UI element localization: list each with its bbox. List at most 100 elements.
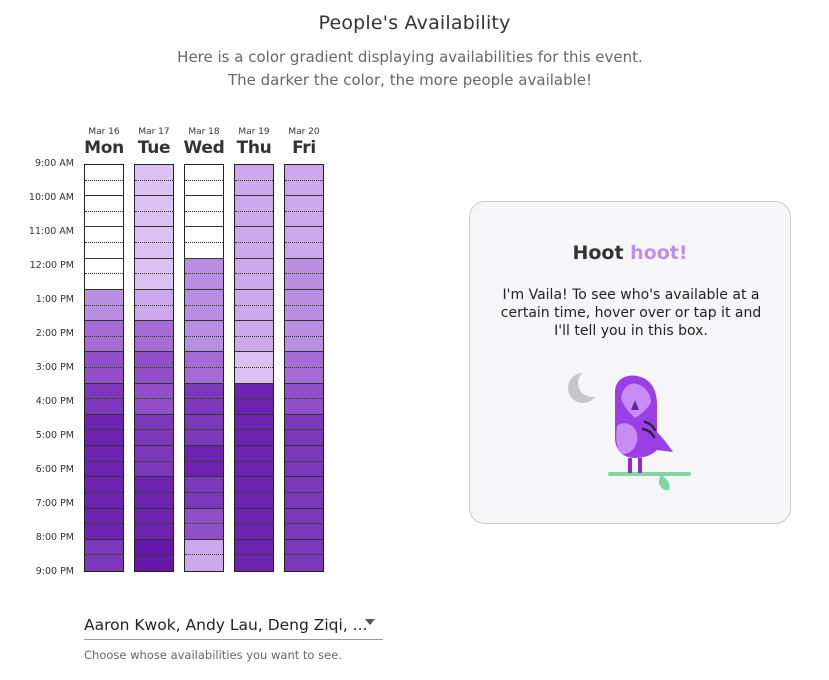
time-slot[interactable] xyxy=(135,352,173,368)
time-slot[interactable] xyxy=(185,384,223,399)
time-slot[interactable] xyxy=(185,196,223,212)
time-slot[interactable] xyxy=(135,399,173,415)
time-slot[interactable] xyxy=(285,477,323,493)
time-slot[interactable] xyxy=(285,306,323,321)
time-slot[interactable] xyxy=(185,165,223,181)
time-slot[interactable] xyxy=(85,462,123,477)
time-slot[interactable] xyxy=(235,321,273,337)
time-slot[interactable] xyxy=(135,306,173,321)
time-slot[interactable] xyxy=(185,259,223,274)
time-slot[interactable] xyxy=(185,227,223,243)
time-slot[interactable] xyxy=(185,493,223,509)
time-slot[interactable] xyxy=(285,321,323,337)
time-slot[interactable] xyxy=(85,446,123,462)
day-column-fri[interactable] xyxy=(284,164,324,572)
time-slot[interactable] xyxy=(85,384,123,399)
time-slot[interactable] xyxy=(285,493,323,509)
time-slot[interactable] xyxy=(135,337,173,352)
time-slot[interactable] xyxy=(85,259,123,274)
time-slot[interactable] xyxy=(85,306,123,321)
time-slot[interactable] xyxy=(285,337,323,352)
time-slot[interactable] xyxy=(235,165,273,181)
time-slot[interactable] xyxy=(85,493,123,509)
time-slot[interactable] xyxy=(285,259,323,274)
time-slot[interactable] xyxy=(85,212,123,227)
time-slot[interactable] xyxy=(285,555,323,571)
time-slot[interactable] xyxy=(235,384,273,399)
time-slot[interactable] xyxy=(235,227,273,243)
time-slot[interactable] xyxy=(185,321,223,337)
time-slot[interactable] xyxy=(285,524,323,540)
time-slot[interactable] xyxy=(85,165,123,181)
time-slot[interactable] xyxy=(185,243,223,259)
time-slot[interactable] xyxy=(235,399,273,415)
time-slot[interactable] xyxy=(185,274,223,290)
time-slot[interactable] xyxy=(285,243,323,259)
time-slot[interactable] xyxy=(285,227,323,243)
time-slot[interactable] xyxy=(135,540,173,555)
time-slot[interactable] xyxy=(285,196,323,212)
time-slot[interactable] xyxy=(285,181,323,196)
time-slot[interactable] xyxy=(185,212,223,227)
time-slot[interactable] xyxy=(235,462,273,477)
time-slot[interactable] xyxy=(85,337,123,352)
time-slot[interactable] xyxy=(85,352,123,368)
time-slot[interactable] xyxy=(235,555,273,571)
time-slot[interactable] xyxy=(185,337,223,352)
time-slot[interactable] xyxy=(185,524,223,540)
time-slot[interactable] xyxy=(185,555,223,571)
time-slot[interactable] xyxy=(185,430,223,446)
time-slot[interactable] xyxy=(185,540,223,555)
time-slot[interactable] xyxy=(135,415,173,430)
time-slot[interactable] xyxy=(235,524,273,540)
day-column-wed[interactable] xyxy=(184,164,224,572)
time-slot[interactable] xyxy=(235,415,273,430)
time-slot[interactable] xyxy=(135,368,173,384)
time-slot[interactable] xyxy=(185,477,223,493)
time-slot[interactable] xyxy=(235,212,273,227)
time-slot[interactable] xyxy=(135,462,173,477)
time-slot[interactable] xyxy=(85,290,123,306)
time-slot[interactable] xyxy=(285,290,323,306)
time-slot[interactable] xyxy=(135,212,173,227)
time-slot[interactable] xyxy=(135,493,173,509)
time-slot[interactable] xyxy=(285,446,323,462)
time-slot[interactable] xyxy=(85,368,123,384)
time-slot[interactable] xyxy=(85,243,123,259)
time-slot[interactable] xyxy=(85,321,123,337)
time-slot[interactable] xyxy=(285,462,323,477)
time-slot[interactable] xyxy=(235,290,273,306)
time-slot[interactable] xyxy=(135,290,173,306)
day-column-mon[interactable] xyxy=(84,164,124,572)
time-slot[interactable] xyxy=(285,274,323,290)
time-slot[interactable] xyxy=(185,509,223,524)
time-slot[interactable] xyxy=(235,430,273,446)
time-slot[interactable] xyxy=(85,415,123,430)
time-slot[interactable] xyxy=(185,368,223,384)
time-slot[interactable] xyxy=(135,321,173,337)
time-slot[interactable] xyxy=(135,477,173,493)
time-slot[interactable] xyxy=(135,227,173,243)
time-slot[interactable] xyxy=(235,306,273,321)
time-slot[interactable] xyxy=(235,274,273,290)
time-slot[interactable] xyxy=(285,509,323,524)
time-slot[interactable] xyxy=(85,399,123,415)
time-slot[interactable] xyxy=(185,399,223,415)
time-slot[interactable] xyxy=(235,446,273,462)
day-column-tue[interactable] xyxy=(134,164,174,572)
time-slot[interactable] xyxy=(135,524,173,540)
time-slot[interactable] xyxy=(185,181,223,196)
time-slot[interactable] xyxy=(185,352,223,368)
time-slot[interactable] xyxy=(285,165,323,181)
time-slot[interactable] xyxy=(85,430,123,446)
time-slot[interactable] xyxy=(235,196,273,212)
time-slot[interactable] xyxy=(185,462,223,477)
time-slot[interactable] xyxy=(185,446,223,462)
time-slot[interactable] xyxy=(85,555,123,571)
time-slot[interactable] xyxy=(135,259,173,274)
time-slot[interactable] xyxy=(235,259,273,274)
time-slot[interactable] xyxy=(135,384,173,399)
time-slot[interactable] xyxy=(285,352,323,368)
time-slot[interactable] xyxy=(135,274,173,290)
time-slot[interactable] xyxy=(135,430,173,446)
